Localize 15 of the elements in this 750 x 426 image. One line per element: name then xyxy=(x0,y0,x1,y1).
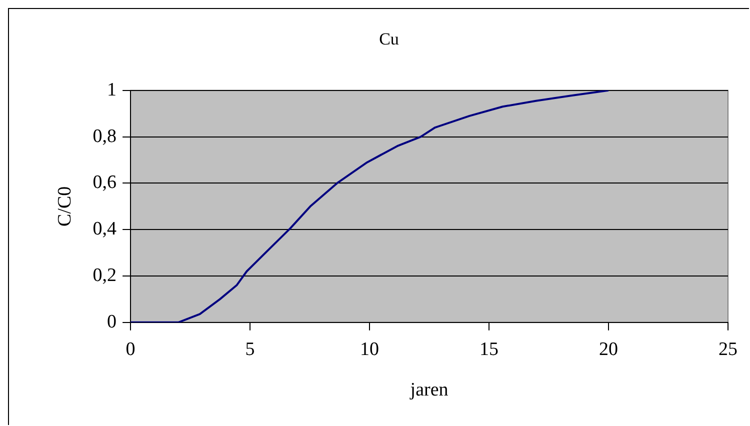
y-axis-title: C/C0 xyxy=(54,186,76,226)
y-tick-label: 0,8 xyxy=(92,126,117,147)
y-tick-label: 0,2 xyxy=(92,264,117,286)
x-tick-label: 25 xyxy=(718,338,738,360)
x-tick-label: 5 xyxy=(245,338,255,360)
y-tick-label: 1 xyxy=(107,79,117,100)
x-tick-label: 10 xyxy=(360,338,380,360)
x-tick-label: 0 xyxy=(126,338,136,360)
y-tick-label: 0,6 xyxy=(92,172,117,194)
y-tick-label: 0 xyxy=(107,311,117,332)
x-tick-label: 15 xyxy=(480,338,499,360)
x-axis-title: jaren xyxy=(409,380,449,401)
chart-title: Cu xyxy=(379,30,400,49)
x-tick-label: 20 xyxy=(599,338,618,360)
y-tick-label: 0,4 xyxy=(92,218,118,240)
